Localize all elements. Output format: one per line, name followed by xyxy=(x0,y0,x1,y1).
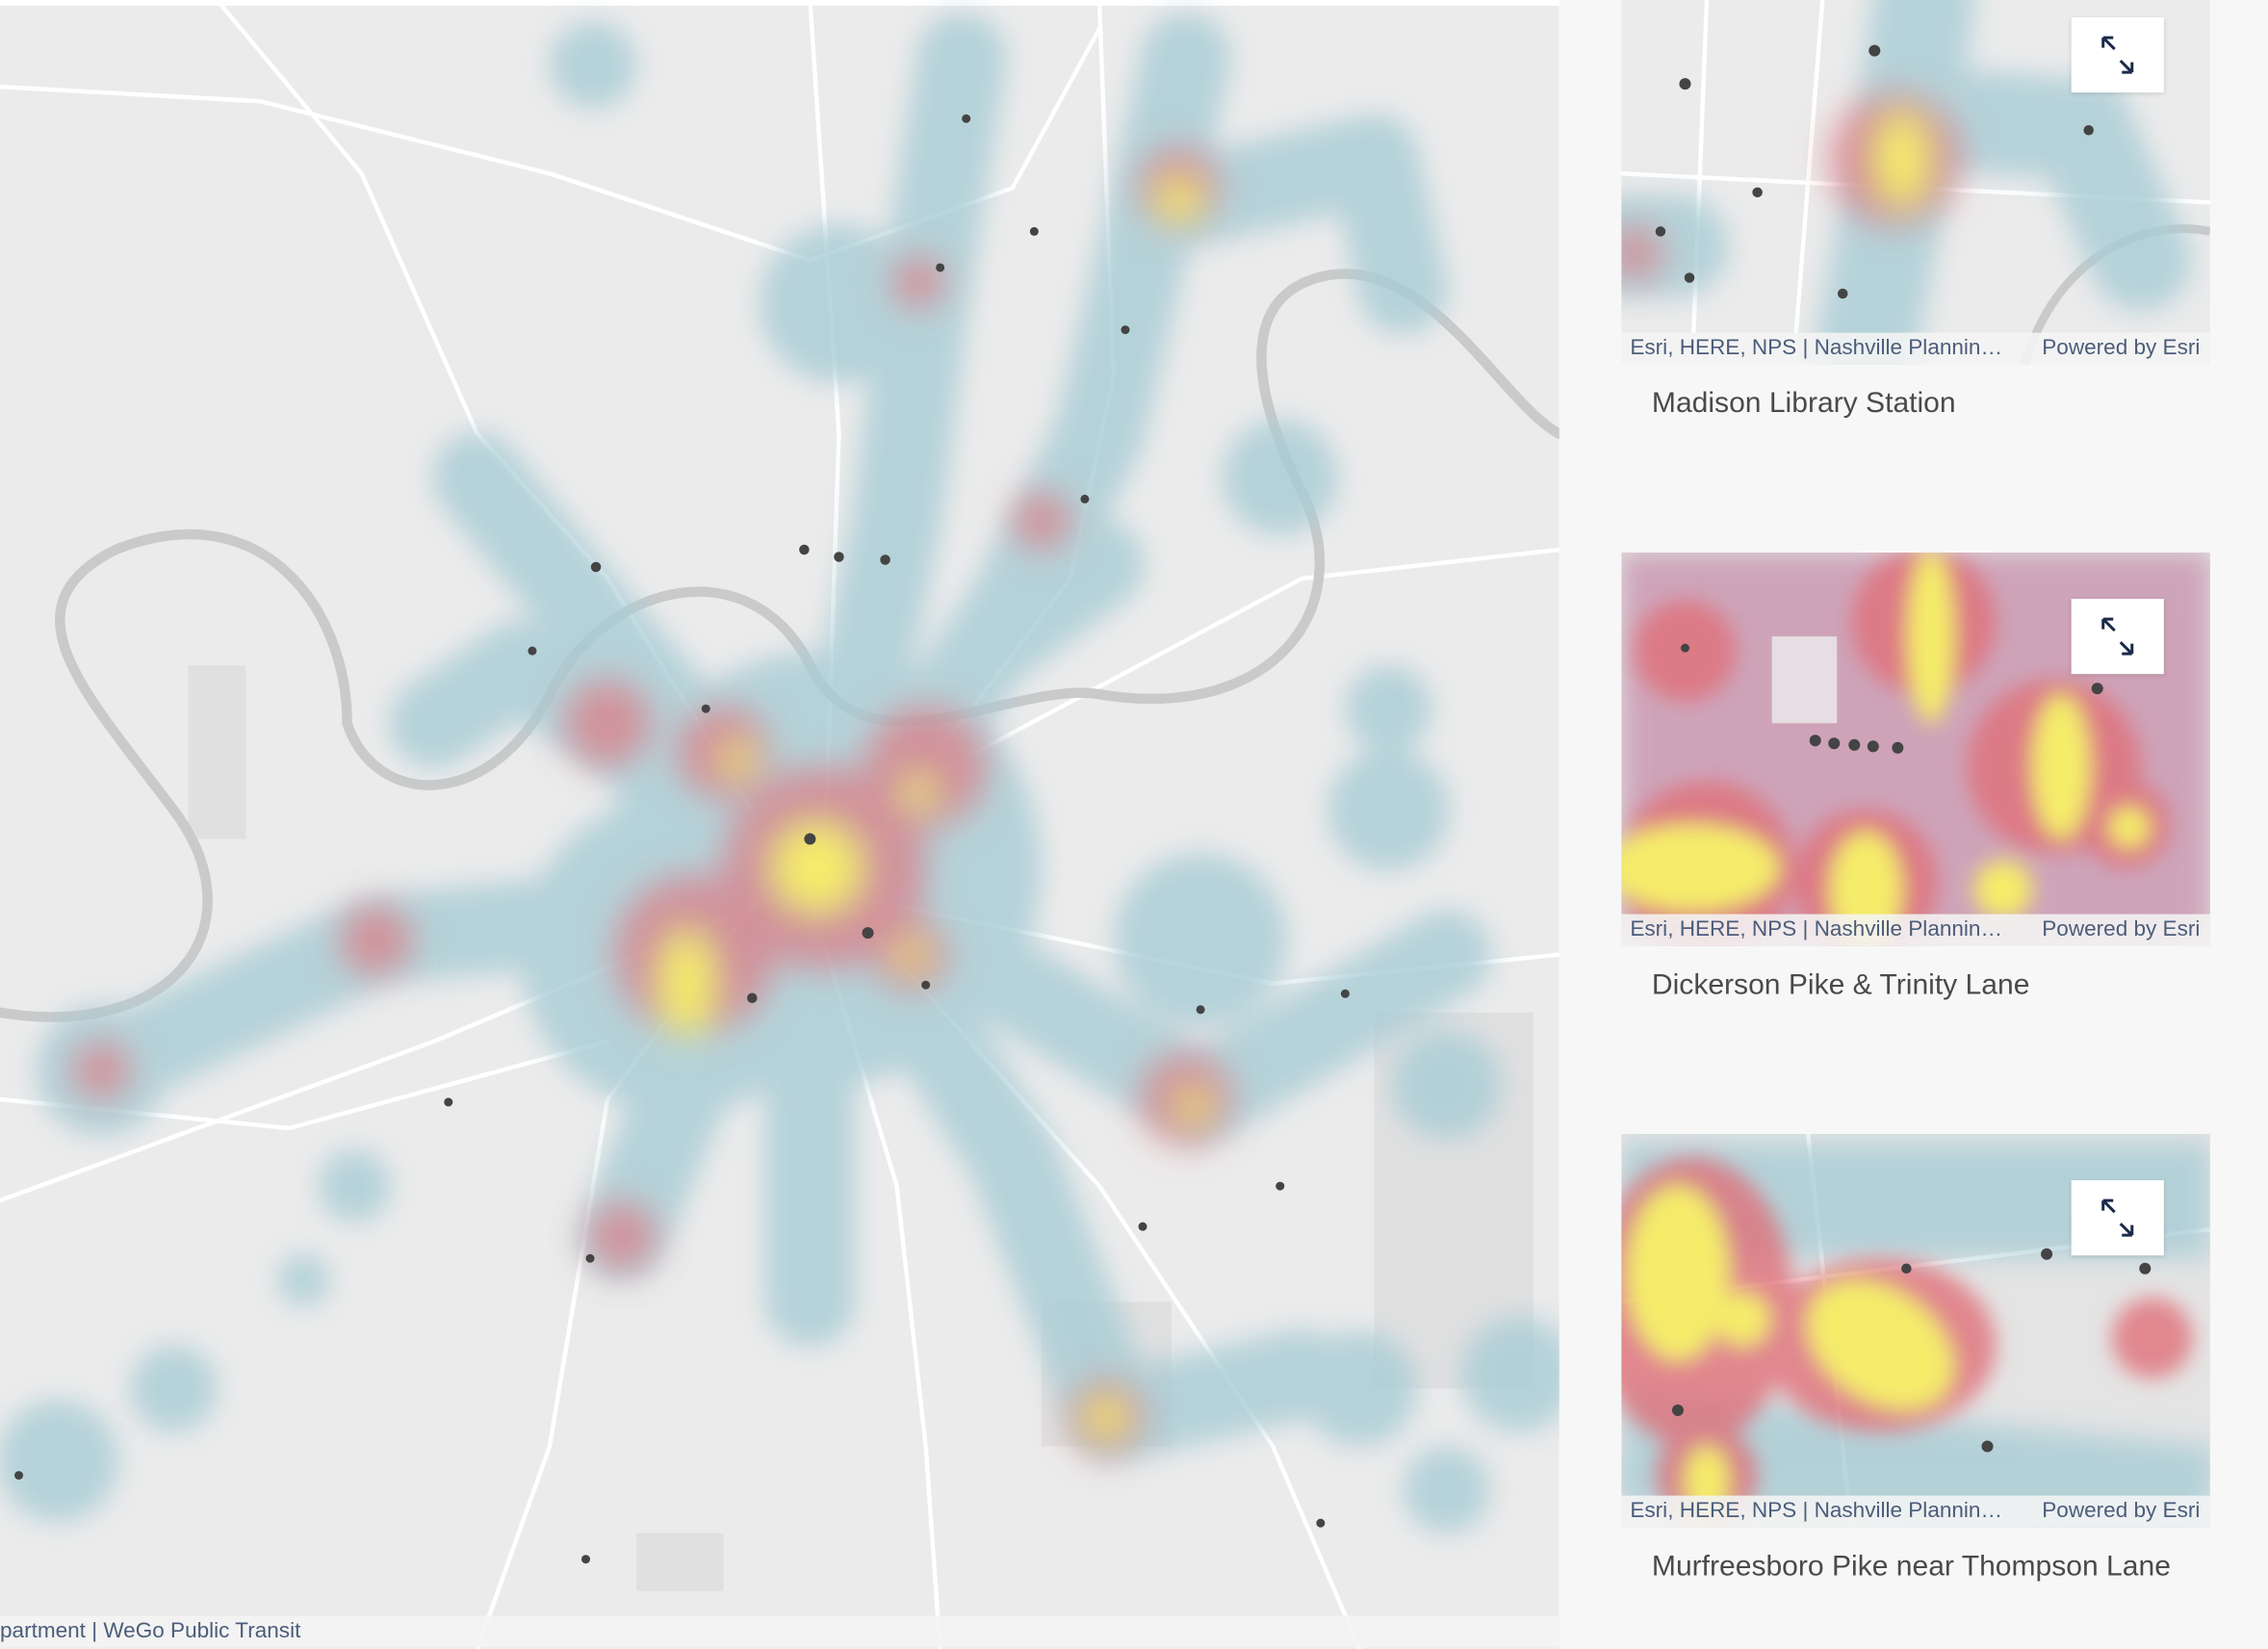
card-map xyxy=(1621,1133,2210,1528)
attribution: Esri, HERE, NPS | Nashville Plannin… xyxy=(1630,335,2003,361)
expand-icon xyxy=(2101,1198,2134,1237)
main-map xyxy=(0,0,1559,1649)
card-attribution-bar: Esri, HERE, NPS | Nashville Plannin… Powe… xyxy=(1621,332,2210,365)
card-title: Murfreesboro Pike near Thompson Lane xyxy=(1651,1550,2171,1583)
powered-by: Powered by Esri xyxy=(2042,335,2201,361)
card-attribution-bar: Esri, HERE, NPS | Nashville Plannin… Powe… xyxy=(1621,914,2210,946)
powered-by: Powered by Esri xyxy=(2042,916,2201,942)
attribution: Esri, HERE, NPS | Nashville Plannin… xyxy=(1630,916,2003,942)
card-attribution-bar: Esri, HERE, NPS | Nashville Plannin… Powe… xyxy=(1621,1495,2210,1528)
expand-button[interactable] xyxy=(2071,599,2164,675)
expand-icon xyxy=(2101,36,2134,74)
expand-button[interactable] xyxy=(2071,1180,2164,1256)
expand-icon xyxy=(2101,617,2134,656)
powered-by: Powered by Esri xyxy=(2042,1498,2201,1524)
card-title: Madison Library Station xyxy=(1651,387,1956,420)
card-map xyxy=(1621,0,2210,365)
card-title: Dickerson Pike & Trinity Lane xyxy=(1651,968,2030,1001)
map-attribution: partment | WeGo Public Transit xyxy=(0,1615,1559,1648)
expand-button[interactable] xyxy=(2071,17,2164,93)
card-map xyxy=(1621,552,2210,946)
attribution: Esri, HERE, NPS | Nashville Plannin… xyxy=(1630,1498,2003,1524)
